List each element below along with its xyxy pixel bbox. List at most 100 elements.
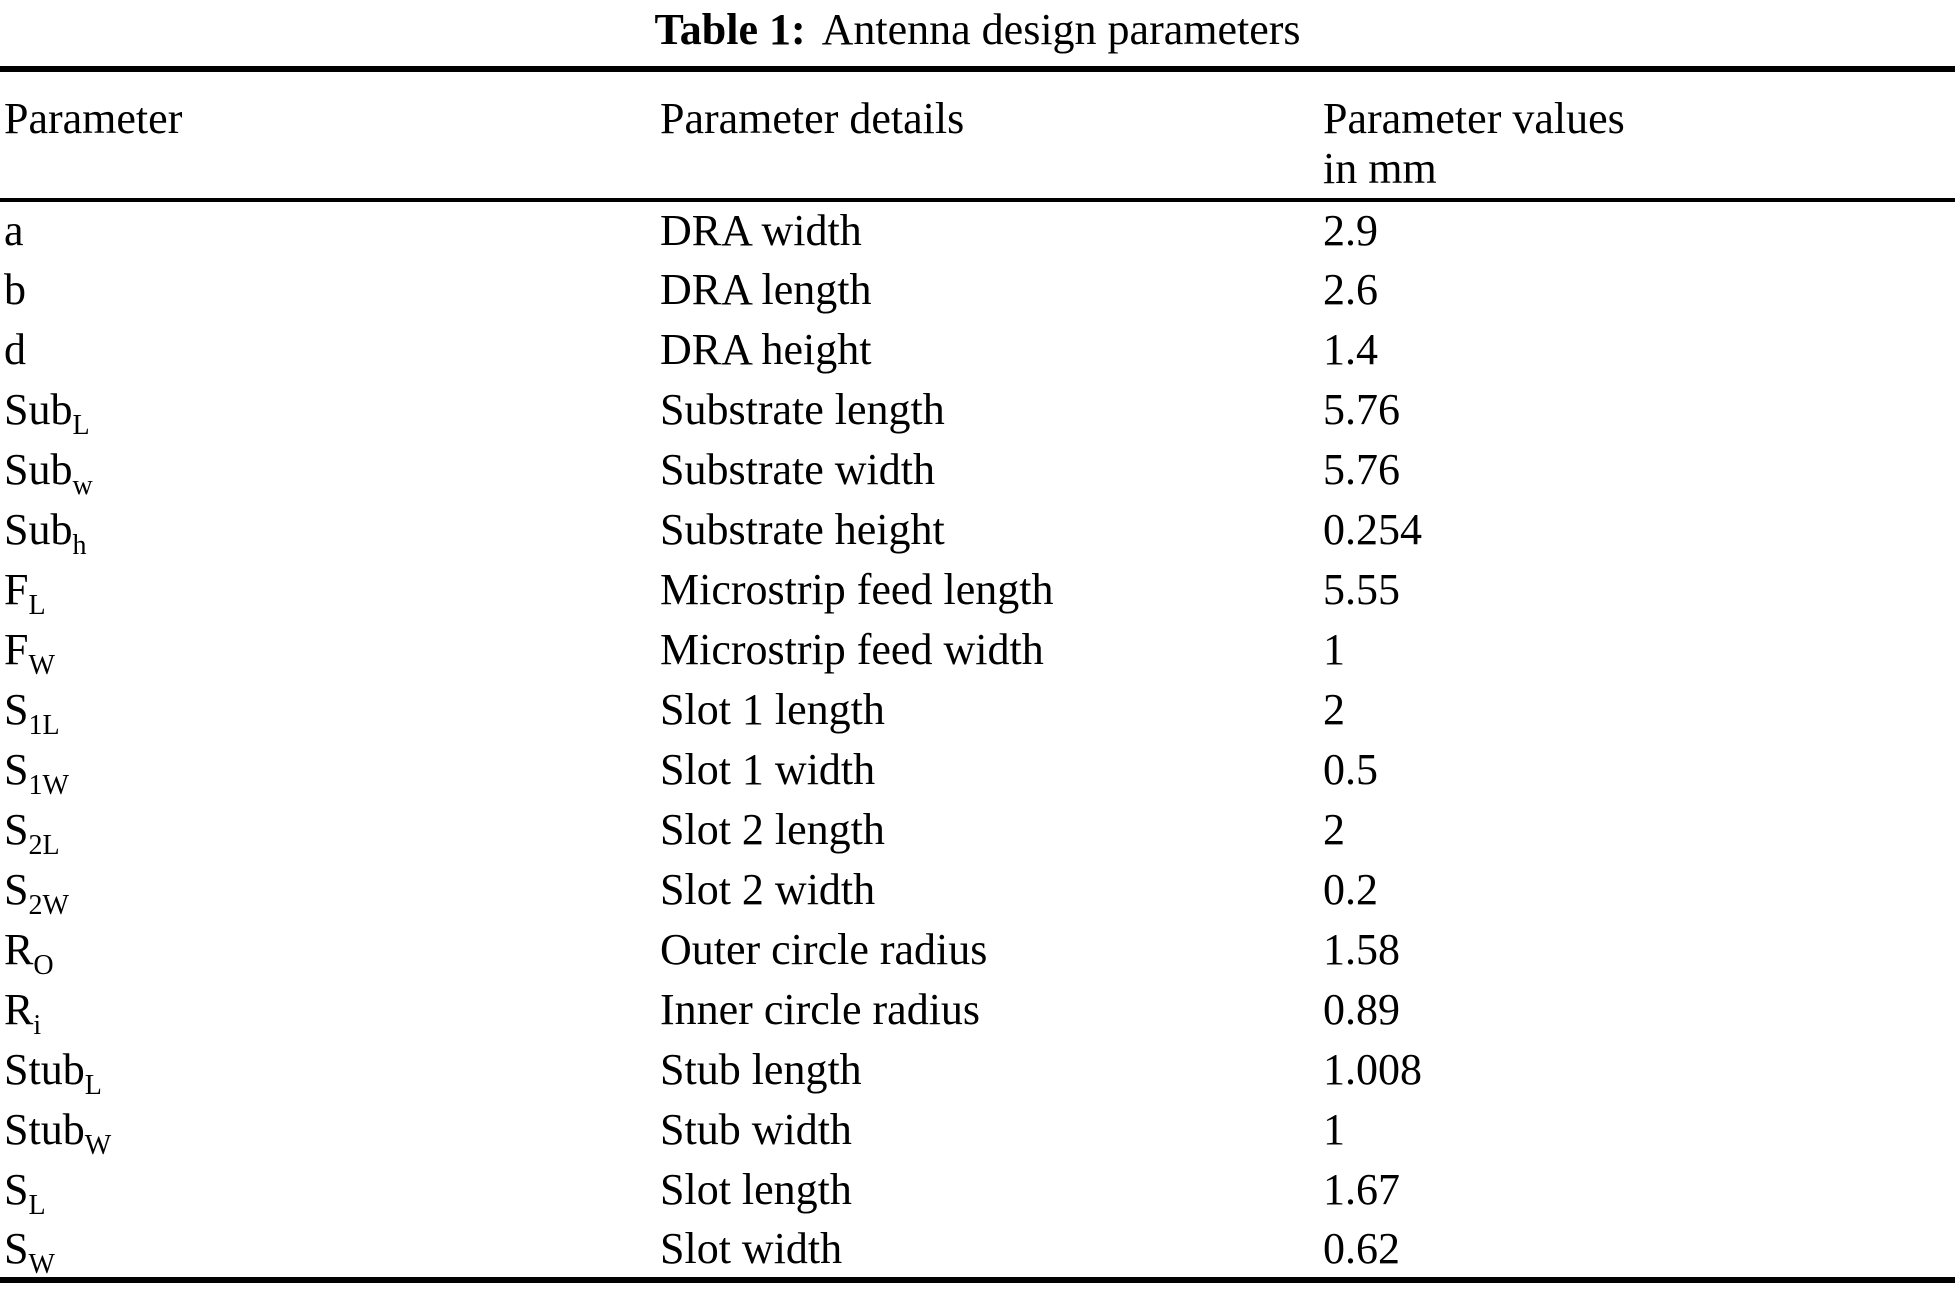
parameter-symbol: S2W xyxy=(0,860,660,920)
parameter-symbol-sub: 2L xyxy=(28,830,60,860)
column-header-details-line1: Parameter details xyxy=(660,94,965,143)
parameter-details: Slot width xyxy=(660,1223,843,1273)
parameter-symbol-base: F xyxy=(4,565,29,614)
parameter-symbol-base: Sub xyxy=(4,505,73,554)
parameter-details: Inner circle radius xyxy=(660,985,981,1034)
column-header-values-line1: Parameter values xyxy=(1323,94,1625,143)
table-row: S1L Slot 1 length 2 xyxy=(0,680,1955,740)
parameter-details: DRA length xyxy=(660,265,872,314)
parameter-symbol-base: a xyxy=(4,206,24,255)
parameter-value: 0.89 xyxy=(1323,985,1400,1034)
parameter-value: 2.6 xyxy=(1323,265,1378,314)
parameter-symbol-sub: W xyxy=(28,650,55,680)
parameter-symbol-sub: L xyxy=(72,410,90,440)
parameter-symbol-sub: 1W xyxy=(28,770,69,800)
parameter-symbol: b xyxy=(0,260,660,320)
parameter-details: Stub width xyxy=(660,1105,852,1154)
table-row: S1W Slot 1 width 0.5 xyxy=(0,740,1955,800)
parameter-symbol: StubL xyxy=(0,1040,660,1100)
parameter-details: DRA height xyxy=(660,325,872,374)
table-row: RO Outer circle radius 1.58 xyxy=(0,920,1955,980)
parameter-symbol: StubW xyxy=(0,1100,660,1160)
parameter-symbol: Subh xyxy=(0,500,660,560)
parameter-value: 0.62 xyxy=(1323,1223,1400,1273)
parameter-symbol-sub: 1L xyxy=(28,710,60,740)
parameter-symbol: S2L xyxy=(0,800,660,860)
table-row: b DRA length 2.6 xyxy=(0,260,1955,320)
parameter-symbol-sub: W xyxy=(28,1248,55,1280)
column-header-parameter-line1: Parameter xyxy=(4,94,183,143)
parameter-details: DRA width xyxy=(660,206,862,255)
parameter-symbol-base: Stub xyxy=(4,1105,85,1154)
parameter-symbol-base: b xyxy=(4,265,26,314)
parameter-symbol: SW xyxy=(0,1220,660,1280)
column-header-details: Parameter details xyxy=(660,69,1323,202)
parameter-symbol-base: R xyxy=(4,925,34,974)
parameter-symbol: SubL xyxy=(0,380,660,440)
parameter-symbol: FW xyxy=(0,620,660,680)
table-row: SL Slot length 1.67 xyxy=(0,1160,1955,1220)
parameter-symbol-sub: i xyxy=(33,1010,42,1040)
parameter-value: 0.5 xyxy=(1323,745,1378,794)
table-row: S2L Slot 2 length 2 xyxy=(0,800,1955,860)
parameter-value: 1.58 xyxy=(1323,925,1400,974)
parameter-symbol-base: S xyxy=(4,745,29,794)
table-row: Ri Inner circle radius 0.89 xyxy=(0,980,1955,1040)
table-row: S2W Slot 2 width 0.2 xyxy=(0,860,1955,920)
table-row: FL Microstrip feed length 5.55 xyxy=(0,560,1955,620)
table-caption: Table 1: Antenna design parameters xyxy=(0,4,1955,56)
parameter-symbol-base: R xyxy=(4,985,34,1034)
table-row: Subw Substrate width 5.76 xyxy=(0,440,1955,500)
table-header: Parameter Parameter details Parameter va… xyxy=(0,69,1955,202)
parameter-value: 2 xyxy=(1323,685,1345,734)
parameter-details: Substrate height xyxy=(660,505,945,554)
parameter-symbol: RO xyxy=(0,920,660,980)
parameter-details: Microstrip feed length xyxy=(660,565,1054,614)
parameter-symbol-sub: L xyxy=(28,1190,46,1220)
parameter-symbol: FL xyxy=(0,560,660,620)
parameter-value: 5.55 xyxy=(1323,565,1400,614)
parameter-symbol-base: S xyxy=(4,1165,29,1214)
parameter-value: 1 xyxy=(1323,1105,1345,1154)
table-row: StubL Stub length 1.008 xyxy=(0,1040,1955,1100)
column-header-values: Parameter values in mm xyxy=(1323,69,1955,202)
parameter-symbol: Ri xyxy=(0,980,660,1040)
parameter-value: 1.4 xyxy=(1323,325,1378,374)
parameter-value: 5.76 xyxy=(1323,445,1400,494)
parameter-symbol: a xyxy=(0,200,660,260)
parameter-symbol-base: S xyxy=(4,1223,29,1273)
table-header-row: Parameter Parameter details Parameter va… xyxy=(0,69,1955,202)
parameter-value: 2.9 xyxy=(1323,206,1378,255)
parameter-symbol-base: S xyxy=(4,685,29,734)
parameter-symbol-base: F xyxy=(4,625,29,674)
parameter-symbol-base: Stub xyxy=(4,1045,85,1094)
parameter-symbol: S1W xyxy=(0,740,660,800)
parameter-value: 2 xyxy=(1323,805,1345,854)
parameter-details: Substrate length xyxy=(660,385,945,434)
parameter-value: 0.254 xyxy=(1323,505,1422,554)
table-row: StubW Stub width 1 xyxy=(0,1100,1955,1160)
parameter-symbol-sub: L xyxy=(28,590,46,620)
table-row: d DRA height 1.4 xyxy=(0,320,1955,380)
parameter-details: Stub length xyxy=(660,1045,862,1094)
parameter-symbol-base: Sub xyxy=(4,385,73,434)
parameter-details: Substrate width xyxy=(660,445,935,494)
table-caption-title: Antenna design parameters xyxy=(821,5,1301,54)
parameter-value: 1.67 xyxy=(1323,1165,1400,1214)
parameter-symbol-sub: O xyxy=(33,950,54,980)
parameter-value: 0.2 xyxy=(1323,865,1378,914)
table-body: a DRA width 2.9 b DRA length 2.6 d DRA h… xyxy=(0,200,1955,1280)
parameter-symbol-sub: 2W xyxy=(28,890,69,920)
parameter-value: 1.008 xyxy=(1323,1045,1422,1094)
parameter-symbol: SL xyxy=(0,1160,660,1220)
parameter-symbol-sub: h xyxy=(72,530,87,560)
parameter-details: Slot 1 width xyxy=(660,745,876,794)
parameter-symbol-base: S xyxy=(4,865,29,914)
parameter-symbol-sub: w xyxy=(72,470,93,500)
parameter-symbol-base: S xyxy=(4,805,29,854)
column-header-values-line2: in mm xyxy=(1323,144,1437,193)
parameter-details: Slot 2 length xyxy=(660,805,885,854)
table-row: Subh Substrate height 0.254 xyxy=(0,500,1955,560)
parameter-details: Microstrip feed width xyxy=(660,625,1044,674)
